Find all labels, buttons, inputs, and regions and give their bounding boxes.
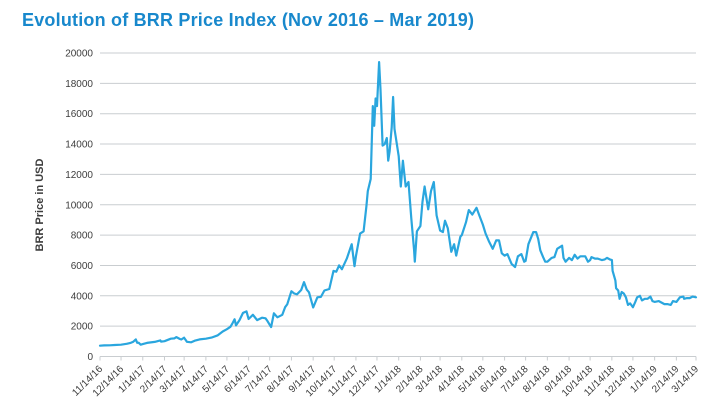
price-line: [98, 60, 698, 347]
y-tick-label: 0: [87, 352, 93, 363]
y-tick-label: 12000: [65, 170, 93, 181]
y-tick-label: 18000: [65, 79, 93, 90]
y-tick-label: 20000: [65, 49, 93, 60]
y-tick-label: 6000: [71, 261, 94, 272]
chart-title: Evolution of BRR Price Index (Nov 2016 –…: [22, 10, 475, 30]
y-tick-label: 10000: [65, 200, 93, 211]
y-tick-label: 14000: [65, 140, 93, 151]
y-tick-label: 2000: [71, 322, 94, 333]
y-tick-label: 8000: [71, 231, 94, 242]
y-tick-label: 16000: [65, 109, 93, 120]
y-tick-label: 4000: [71, 291, 94, 302]
